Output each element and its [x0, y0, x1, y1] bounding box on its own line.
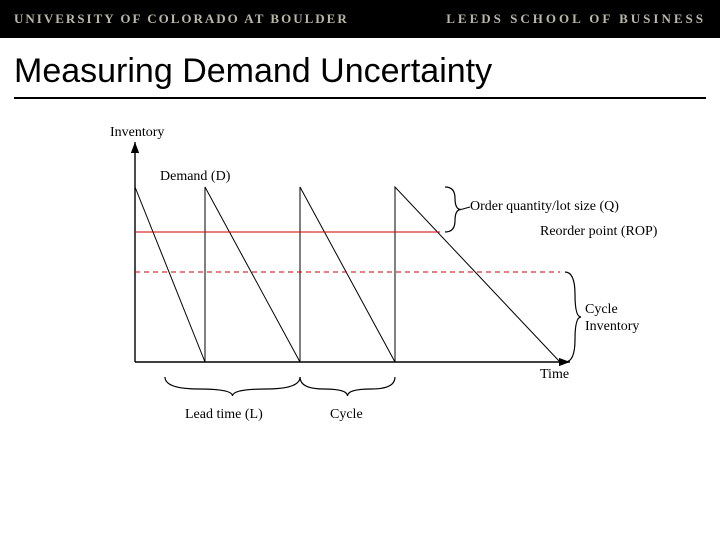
header-left: UNIVERSITY OF COLORADO AT BOULDER	[14, 11, 349, 27]
header-bar: UNIVERSITY OF COLORADO AT BOULDER LEEDS …	[0, 0, 720, 38]
page-title: Measuring Demand Uncertainty	[14, 52, 720, 91]
inventory-chart: Inventory Demand (D) Order quantity/lot …	[0, 107, 720, 527]
label-cycle-inventory-2: Inventory	[585, 319, 639, 335]
label-demand: Demand (D)	[160, 169, 230, 185]
label-lead-time: Lead time (L)	[185, 407, 263, 423]
label-reorder-point: Reorder point (ROP)	[540, 224, 657, 240]
label-cycle: Cycle	[330, 407, 363, 423]
label-cycle-inventory-1: Cycle	[585, 302, 618, 318]
label-inventory: Inventory	[110, 125, 164, 141]
label-time: Time	[540, 367, 569, 383]
title-rule	[14, 97, 706, 99]
label-order-quantity: Order quantity/lot size (Q)	[470, 199, 619, 215]
header-right: LEEDS SCHOOL OF BUSINESS	[446, 11, 706, 27]
